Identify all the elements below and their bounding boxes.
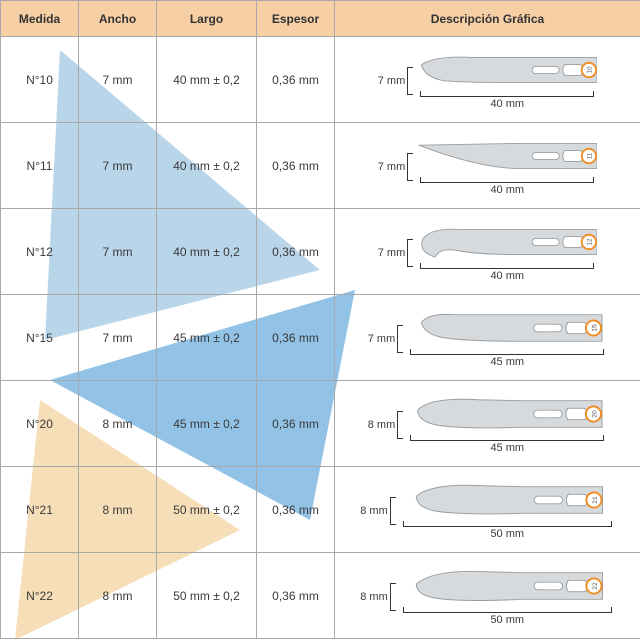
cell-medida: N°21 xyxy=(1,467,79,553)
cell-grafica: 7 mm 11 40 mm xyxy=(335,123,640,209)
cell-ancho: 7 mm xyxy=(79,295,157,381)
cell-grafica: 8 mm 22 50 mm xyxy=(335,553,640,639)
cell-largo: 40 mm ± 0,2 xyxy=(157,123,257,209)
header-espesor: Espesor xyxy=(257,1,335,37)
table-row: N°107 mm40 mm ± 0,20,36 mm7 mm1040 mm xyxy=(1,37,640,123)
svg-text:12: 12 xyxy=(587,238,594,246)
cell-grafica: 7 mm 15 45 mm xyxy=(335,295,640,381)
header-row: Medida Ancho Largo Espesor Descripción G… xyxy=(1,1,640,37)
svg-text:15: 15 xyxy=(592,324,599,332)
cell-ancho: 8 mm xyxy=(79,381,157,467)
table-row: N°157 mm45 mm ± 0,20,36 mm7 mm1545 mm xyxy=(1,295,640,381)
width-label: 50 mm xyxy=(490,614,524,626)
height-label: 8 mm xyxy=(368,411,404,439)
blade-icon: 15 xyxy=(407,309,607,347)
blade-icon: 22 xyxy=(400,567,615,605)
cell-medida: N°20 xyxy=(1,381,79,467)
svg-text:22: 22 xyxy=(592,582,599,590)
height-label: 8 mm xyxy=(360,583,396,611)
cell-ancho: 7 mm xyxy=(79,123,157,209)
header-largo: Largo xyxy=(157,1,257,37)
width-label: 45 mm xyxy=(490,442,524,454)
cell-grafica: 7 mm 10 40 mm xyxy=(335,37,640,123)
blade-icon: 20 xyxy=(407,395,607,433)
height-label: 7 mm xyxy=(378,153,414,181)
cell-espesor: 0,36 mm xyxy=(257,123,335,209)
blade-icon: 21 xyxy=(400,481,615,519)
width-label: 40 mm xyxy=(490,270,524,282)
table-row: N°208 mm45 mm ± 0,20,36 mm8 mm2045 mm xyxy=(1,381,640,467)
cell-largo: 40 mm ± 0,2 xyxy=(157,37,257,123)
cell-largo: 50 mm ± 0,2 xyxy=(157,467,257,553)
svg-text:10: 10 xyxy=(587,66,594,74)
blades-table: Medida Ancho Largo Espesor Descripción G… xyxy=(0,0,640,639)
cell-largo: 45 mm ± 0,2 xyxy=(157,295,257,381)
cell-largo: 40 mm ± 0,2 xyxy=(157,209,257,295)
height-label: 8 mm xyxy=(360,497,396,525)
cell-grafica: 8 mm 21 50 mm xyxy=(335,467,640,553)
blade-icon: 11 xyxy=(417,137,597,175)
cell-ancho: 7 mm xyxy=(79,37,157,123)
svg-text:11: 11 xyxy=(587,152,594,159)
table-row: N°218 mm50 mm ± 0,20,36 mm8 mm2150 mm xyxy=(1,467,640,553)
height-label: 7 mm xyxy=(378,239,414,267)
svg-text:21: 21 xyxy=(592,496,599,504)
blade-icon: 12 xyxy=(417,223,597,261)
cell-ancho: 7 mm xyxy=(79,209,157,295)
cell-espesor: 0,36 mm xyxy=(257,553,335,639)
table-row: N°117 mm40 mm ± 0,20,36 mm7 mm1140 mm xyxy=(1,123,640,209)
width-label: 45 mm xyxy=(490,356,524,368)
cell-medida: N°10 xyxy=(1,37,79,123)
height-label: 7 mm xyxy=(368,325,404,353)
width-label: 40 mm xyxy=(490,98,524,110)
cell-grafica: 7 mm 12 40 mm xyxy=(335,209,640,295)
cell-grafica: 8 mm 20 45 mm xyxy=(335,381,640,467)
header-ancho: Ancho xyxy=(79,1,157,37)
cell-ancho: 8 mm xyxy=(79,467,157,553)
table-row: N°228 mm50 mm ± 0,20,36 mm8 mm2250 mm xyxy=(1,553,640,639)
height-label: 7 mm xyxy=(378,67,414,95)
cell-largo: 50 mm ± 0,2 xyxy=(157,553,257,639)
width-label: 40 mm xyxy=(490,184,524,196)
table-row: N°127 mm40 mm ± 0,20,36 mm7 mm1240 mm xyxy=(1,209,640,295)
cell-medida: N°11 xyxy=(1,123,79,209)
cell-espesor: 0,36 mm xyxy=(257,209,335,295)
cell-medida: N°12 xyxy=(1,209,79,295)
header-grafica: Descripción Gráfica xyxy=(335,1,640,37)
cell-medida: N°15 xyxy=(1,295,79,381)
cell-espesor: 0,36 mm xyxy=(257,295,335,381)
blade-icon: 10 xyxy=(417,51,597,89)
cell-ancho: 8 mm xyxy=(79,553,157,639)
width-label: 50 mm xyxy=(490,528,524,540)
svg-text:20: 20 xyxy=(592,410,599,418)
cell-medida: N°22 xyxy=(1,553,79,639)
cell-espesor: 0,36 mm xyxy=(257,381,335,467)
cell-largo: 45 mm ± 0,2 xyxy=(157,381,257,467)
header-medida: Medida xyxy=(1,1,79,37)
cell-espesor: 0,36 mm xyxy=(257,37,335,123)
cell-espesor: 0,36 mm xyxy=(257,467,335,553)
